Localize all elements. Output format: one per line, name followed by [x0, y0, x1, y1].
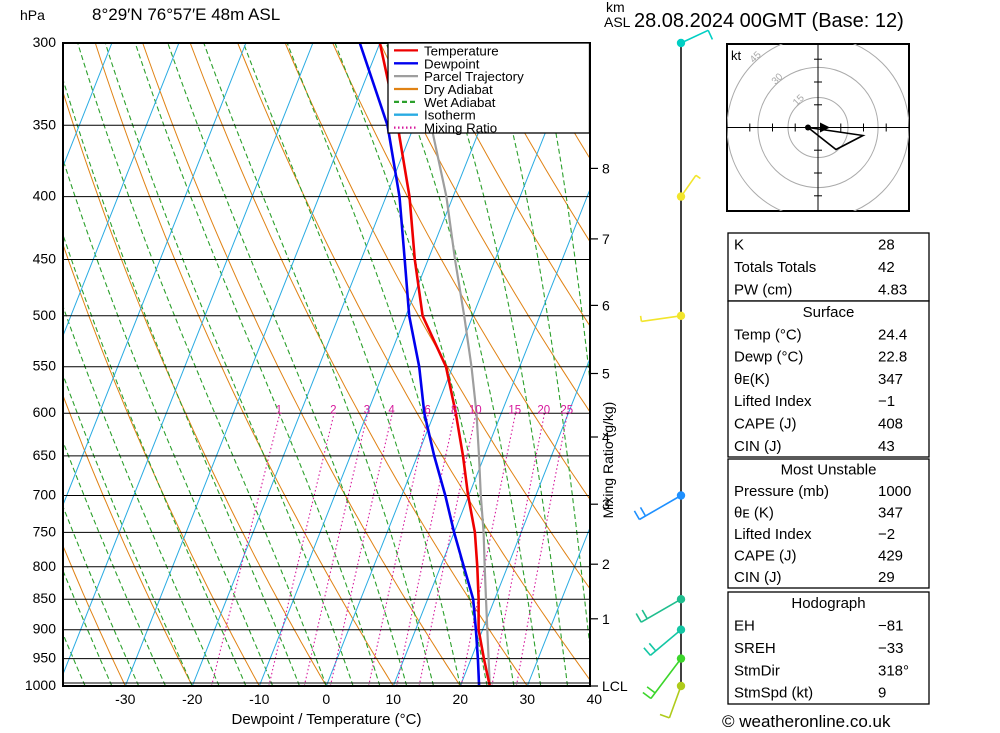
svg-text:Dewpoint / Temperature (°C): Dewpoint / Temperature (°C): [232, 711, 422, 728]
svg-text:800: 800: [33, 558, 57, 574]
svg-text:StmDir: StmDir: [734, 662, 780, 679]
svg-text:-20: -20: [182, 691, 202, 707]
svg-text:24.4: 24.4: [878, 326, 907, 343]
svg-text:347: 347: [878, 371, 903, 388]
svg-text:−2: −2: [878, 526, 895, 543]
svg-text:1: 1: [276, 405, 282, 417]
svg-text:−1: −1: [878, 393, 895, 410]
svg-text:8: 8: [602, 160, 610, 176]
svg-text:3: 3: [364, 405, 370, 417]
svg-text:25: 25: [560, 405, 573, 417]
svg-text:10: 10: [469, 405, 482, 417]
svg-text:Surface: Surface: [803, 304, 855, 321]
svg-text:CIN (J): CIN (J): [734, 438, 782, 455]
svg-text:K: K: [734, 236, 744, 253]
svg-text:1000: 1000: [878, 483, 911, 500]
svg-text:4.83: 4.83: [878, 282, 907, 299]
svg-text:22.8: 22.8: [878, 349, 907, 366]
svg-text:8: 8: [451, 405, 457, 417]
svg-text:kt: kt: [731, 48, 742, 63]
svg-text:318°: 318°: [878, 662, 909, 679]
svg-text:28: 28: [878, 236, 895, 253]
svg-text:1000: 1000: [25, 677, 56, 693]
svg-text:CIN (J): CIN (J): [734, 569, 782, 586]
svg-text:8°29′N 76°57′E 48m ASL: 8°29′N 76°57′E 48m ASL: [92, 5, 280, 24]
svg-text:CAPE (J): CAPE (J): [734, 548, 797, 565]
svg-text:2: 2: [602, 556, 610, 572]
svg-text:850: 850: [33, 590, 57, 606]
svg-text:408: 408: [878, 416, 903, 433]
svg-text:6: 6: [602, 297, 610, 313]
svg-text:43: 43: [878, 438, 895, 455]
svg-text:Dewp (°C): Dewp (°C): [734, 349, 803, 366]
svg-text:350: 350: [33, 116, 57, 132]
svg-text:© weatheronline.co.uk: © weatheronline.co.uk: [722, 712, 891, 731]
svg-text:347: 347: [878, 505, 903, 522]
svg-text:Hodograph: Hodograph: [791, 595, 865, 612]
svg-text:900: 900: [33, 621, 57, 637]
svg-text:-10: -10: [249, 691, 269, 707]
svg-text:750: 750: [33, 523, 57, 539]
svg-text:29: 29: [878, 569, 895, 586]
svg-text:650: 650: [33, 447, 57, 463]
svg-text:500: 500: [33, 307, 57, 323]
svg-text:300: 300: [33, 34, 57, 50]
svg-text:10: 10: [386, 691, 402, 707]
svg-text:950: 950: [33, 650, 57, 666]
svg-text:StmSpd (kt): StmSpd (kt): [734, 685, 813, 702]
svg-text:hPa: hPa: [20, 7, 45, 23]
svg-text:CAPE (J): CAPE (J): [734, 416, 797, 433]
svg-text:PW (cm): PW (cm): [734, 282, 792, 299]
svg-text:40: 40: [587, 691, 603, 707]
svg-text:EH: EH: [734, 618, 755, 635]
svg-text:400: 400: [33, 188, 57, 204]
svg-text:15: 15: [508, 405, 521, 417]
svg-text:7: 7: [602, 231, 610, 247]
svg-text:Temp (°C): Temp (°C): [734, 326, 802, 343]
svg-text:4: 4: [388, 405, 395, 417]
svg-text:LCL: LCL: [602, 678, 628, 694]
svg-text:600: 600: [33, 404, 57, 420]
svg-text:6: 6: [424, 405, 430, 417]
svg-text:9: 9: [878, 685, 886, 702]
svg-text:1: 1: [602, 611, 610, 627]
svg-text:θᴇ (K): θᴇ (K): [734, 505, 774, 522]
svg-text:Mixing Ratio: Mixing Ratio: [424, 121, 497, 136]
svg-text:Pressure (mb): Pressure (mb): [734, 483, 829, 500]
svg-text:ASL: ASL: [604, 14, 631, 30]
svg-text:θᴇ(K): θᴇ(K): [734, 371, 770, 388]
svg-text:20: 20: [453, 691, 469, 707]
svg-text:-30: -30: [115, 691, 135, 707]
svg-text:Lifted Index: Lifted Index: [734, 393, 812, 410]
svg-text:700: 700: [33, 487, 57, 503]
svg-text:42: 42: [878, 259, 895, 276]
svg-text:2: 2: [330, 405, 336, 417]
svg-text:Totals Totals: Totals Totals: [734, 259, 816, 276]
svg-text:−81: −81: [878, 618, 903, 635]
svg-text:28.08.2024 00GMT (Base: 12): 28.08.2024 00GMT (Base: 12): [634, 10, 904, 32]
svg-text:0: 0: [322, 691, 330, 707]
svg-text:Lifted Index: Lifted Index: [734, 526, 812, 543]
svg-text:429: 429: [878, 548, 903, 565]
svg-text:5: 5: [602, 366, 610, 382]
svg-text:−33: −33: [878, 640, 903, 657]
svg-text:km: km: [606, 0, 625, 15]
svg-text:Mixing Ratio (g/kg): Mixing Ratio (g/kg): [600, 402, 616, 519]
svg-text:550: 550: [33, 358, 57, 374]
svg-text:SREH: SREH: [734, 640, 776, 657]
svg-text:Most Unstable: Most Unstable: [781, 462, 877, 479]
svg-text:30: 30: [520, 691, 536, 707]
svg-text:450: 450: [33, 251, 57, 267]
svg-text:20: 20: [537, 405, 550, 417]
